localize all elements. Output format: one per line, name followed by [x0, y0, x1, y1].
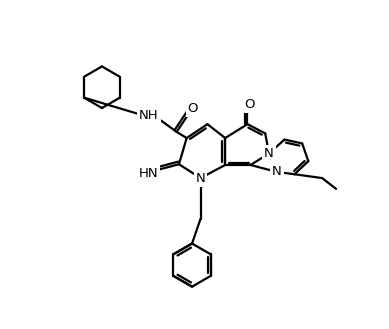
- Text: HN: HN: [138, 167, 158, 180]
- Text: NH: NH: [139, 109, 159, 122]
- Text: O: O: [244, 98, 254, 111]
- Text: O: O: [187, 102, 198, 115]
- Text: N: N: [264, 147, 274, 160]
- Text: N: N: [196, 172, 205, 185]
- Text: N: N: [272, 165, 282, 178]
